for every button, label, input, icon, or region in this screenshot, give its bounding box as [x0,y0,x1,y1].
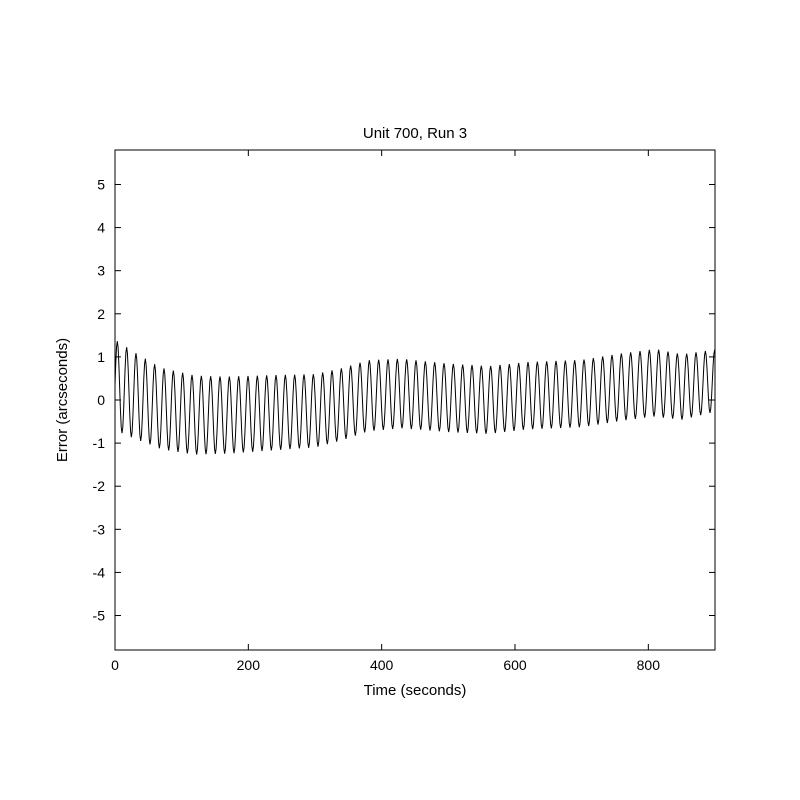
x-tick-labels: 0 200 400 600 800 [111,657,660,673]
x-tick-label: 0 [111,657,119,673]
plot-background [115,150,715,650]
y-tick-label: 4 [97,220,105,236]
y-tick-label: -4 [93,564,106,580]
y-tick-label: 0 [97,392,105,408]
y-tick-label: 5 [97,176,105,192]
y-tick-label: 2 [97,306,105,322]
y-tick-label: -5 [93,608,106,624]
y-tick-label: -3 [93,521,106,537]
chart-container: 0 200 400 600 800 -5 -4 -3 -2 -1 0 1 2 3 4 5 Unit 700,… [0,0,800,800]
chart-title: Unit 700, Run 3 [363,125,467,142]
x-tick-label: 200 [237,657,261,673]
y-axis-label: Error (arcseconds) [54,338,71,462]
y-tick-label: -2 [93,478,106,494]
x-tick-label: 600 [503,657,527,673]
x-axis-label: Time (seconds) [364,682,467,699]
y-tick-label: -1 [93,435,106,451]
chart-svg: 0 200 400 600 800 -5 -4 -3 -2 -1 0 1 2 3 4 5 Unit 700,… [0,0,800,800]
x-tick-label: 800 [637,657,661,673]
y-tick-label: 1 [97,349,105,365]
x-tick-label: 400 [370,657,394,673]
y-tick-labels: -5 -4 -3 -2 -1 0 1 2 3 4 5 [93,176,106,623]
y-tick-label: 3 [97,263,105,279]
